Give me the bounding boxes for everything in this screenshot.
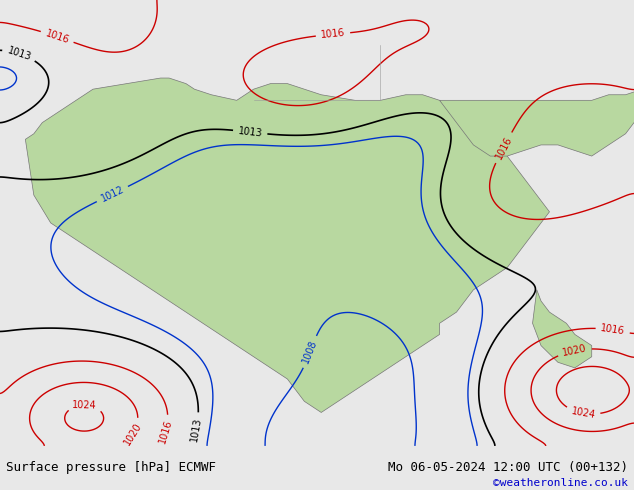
Text: Mo 06-05-2024 12:00 UTC (00+132): Mo 06-05-2024 12:00 UTC (00+132) bbox=[387, 462, 628, 474]
Text: 1016: 1016 bbox=[44, 28, 70, 45]
Text: 1024: 1024 bbox=[570, 406, 596, 420]
Text: 1020: 1020 bbox=[122, 421, 143, 447]
Polygon shape bbox=[439, 89, 634, 156]
Polygon shape bbox=[533, 290, 592, 368]
Text: Surface pressure [hPa] ECMWF: Surface pressure [hPa] ECMWF bbox=[6, 462, 216, 474]
Text: 1016: 1016 bbox=[157, 418, 174, 445]
Text: ©weatheronline.co.uk: ©weatheronline.co.uk bbox=[493, 478, 628, 488]
Text: 1016: 1016 bbox=[493, 134, 514, 161]
Text: 1013: 1013 bbox=[238, 126, 263, 139]
Text: 1013: 1013 bbox=[190, 416, 204, 442]
Polygon shape bbox=[25, 78, 550, 413]
Text: 1024: 1024 bbox=[72, 400, 97, 411]
Text: 1016: 1016 bbox=[600, 323, 626, 337]
Text: 1013: 1013 bbox=[6, 45, 32, 62]
Text: 1020: 1020 bbox=[562, 343, 588, 358]
Text: 1008: 1008 bbox=[301, 339, 320, 365]
Text: 1012: 1012 bbox=[99, 184, 126, 204]
Text: 1016: 1016 bbox=[320, 28, 346, 41]
